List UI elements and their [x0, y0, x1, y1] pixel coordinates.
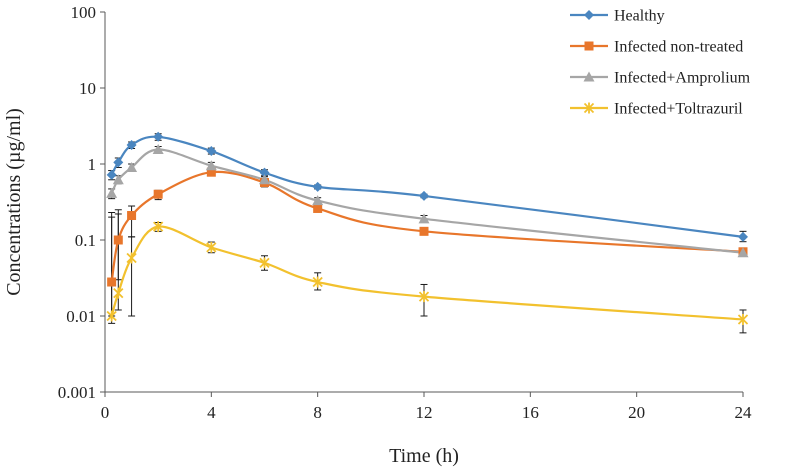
axes: 0.001 0.01 0.1 1 10 100 0 4 8 12 16 20 24 Time (h) Con… — [3, 3, 752, 467]
legend-label: Infected+Amprolium — [614, 70, 751, 87]
data-point — [205, 160, 217, 171]
y-tick-label: 0.01 — [66, 307, 96, 326]
data-point — [126, 161, 138, 172]
data-point — [313, 203, 323, 213]
data-point — [206, 167, 216, 177]
data-point — [206, 146, 217, 157]
series-line-3 — [110, 225, 744, 321]
data-point — [106, 169, 117, 180]
y-tick-label: 10 — [79, 79, 96, 98]
data-point — [113, 157, 124, 168]
data-point — [737, 313, 749, 325]
data-point — [107, 277, 117, 287]
data-point — [106, 310, 117, 322]
data-point — [113, 235, 123, 245]
x-tick-label: 8 — [313, 403, 322, 422]
data-point — [153, 131, 164, 142]
data-point — [738, 231, 748, 242]
data-point — [206, 241, 217, 253]
series-line-0 — [110, 135, 744, 238]
y-tick-label: 0.1 — [75, 231, 96, 250]
data-point — [113, 287, 124, 299]
data-point — [259, 167, 270, 178]
legend-label: Infected+Toltrazuril — [614, 101, 743, 118]
data-point — [312, 195, 324, 206]
legend-marker — [583, 71, 595, 82]
legend-label: Infected non-treated — [614, 39, 743, 56]
data-point — [312, 276, 323, 288]
data-point — [126, 252, 137, 264]
x-axis-title: Time (h) — [389, 445, 459, 467]
data-point — [259, 257, 270, 269]
y-tick-label: 1 — [88, 155, 97, 174]
data-point — [127, 211, 137, 221]
legend-marker — [584, 41, 594, 51]
x-tick-label: 0 — [101, 403, 110, 422]
x-tick-label: 4 — [207, 403, 216, 422]
y-tick-label: 0.001 — [58, 383, 96, 402]
x-tick-label: 16 — [522, 403, 539, 422]
data-point — [419, 226, 429, 236]
data-point — [418, 291, 430, 303]
data-point — [126, 139, 137, 150]
data-point — [737, 247, 749, 258]
x-tick-label: 20 — [628, 403, 645, 422]
y-tick-label: 100 — [71, 3, 97, 22]
data-point — [153, 221, 164, 233]
legend-marker — [583, 102, 595, 114]
legend-label: Healthy — [614, 8, 665, 25]
x-tick-label: 12 — [416, 403, 433, 422]
data-point — [106, 187, 118, 198]
data-point — [112, 174, 124, 185]
series-lines — [110, 135, 744, 321]
data-point — [259, 174, 270, 185]
series-markers — [106, 131, 749, 325]
data-point — [153, 189, 163, 199]
data-point — [312, 181, 323, 192]
legend: Healthy Infected non-treated Infected+Ampr… — [570, 8, 751, 118]
series-line-2 — [110, 148, 744, 254]
data-point — [419, 190, 429, 201]
data-point — [418, 213, 430, 224]
data-point — [152, 144, 164, 155]
series-line-1 — [110, 170, 744, 283]
y-axis-title: Concentrations (µg/ml) — [3, 108, 25, 296]
x-tick-label: 24 — [735, 403, 753, 422]
legend-marker — [584, 10, 594, 20]
